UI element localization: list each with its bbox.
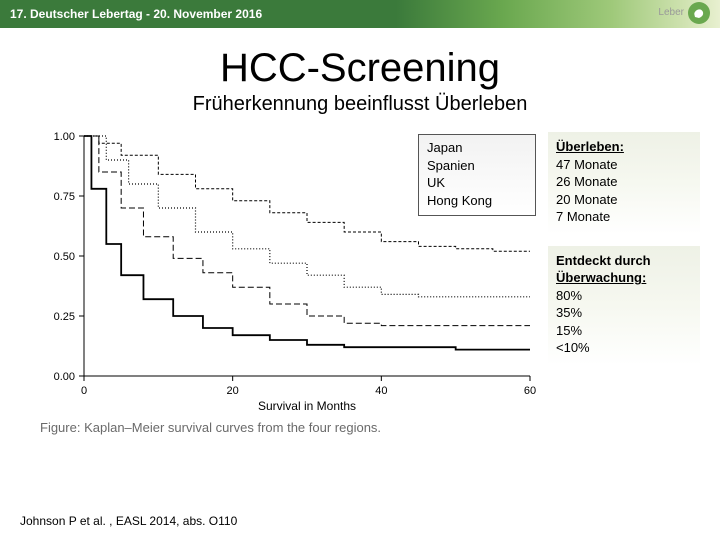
legend-box: Japan Spanien UK Hong Kong <box>418 134 536 216</box>
citation: Johnson P et al. , EASL 2014, abs. O110 <box>20 514 237 528</box>
side-panels: Überleben: 47 Monate 26 Monate 20 Monate… <box>548 126 700 435</box>
panel-value: 35% <box>556 304 692 322</box>
panel-value: <10% <box>556 339 692 357</box>
panel-value: 15% <box>556 322 692 340</box>
page-title: HCC-Screening <box>0 46 720 91</box>
panel-value: 80% <box>556 287 692 305</box>
panel-value: 20 Monate <box>556 191 692 209</box>
legend-item: Spanien <box>427 157 527 175</box>
content-row: 0.00 0.25 0.50 0.75 1.00 0 20 40 60 Survival in M… <box>0 126 720 435</box>
panel-detected: Entdeckt durch Überwachung: 80% 35% 15% … <box>548 246 700 365</box>
header-bar: 17. Deutscher Lebertag - 20. November 20… <box>0 0 720 28</box>
title-block: HCC-Screening Früherkennung beeinflusst … <box>0 46 720 116</box>
panel-heading: Überleben: <box>556 138 692 156</box>
legend-item: Japan <box>427 139 527 157</box>
svg-text:40: 40 <box>375 385 387 397</box>
page-subtitle: Früherkennung beeinflusst Überleben <box>0 93 720 116</box>
svg-text:0.00: 0.00 <box>54 371 75 383</box>
chart-caption: Figure: Kaplan–Meier survival curves fro… <box>30 420 540 435</box>
svg-text:0.75: 0.75 <box>54 191 75 203</box>
panel-survival: Überleben: 47 Monate 26 Monate 20 Monate… <box>548 132 700 234</box>
logo-circle-icon <box>688 2 710 24</box>
panel-value: 7 Monate <box>556 208 692 226</box>
svg-text:60: 60 <box>524 385 536 397</box>
panel-heading-line1: Entdeckt durch <box>556 252 692 270</box>
svg-text:0.25: 0.25 <box>54 311 75 323</box>
header-text: 17. Deutscher Lebertag - 20. November 20… <box>10 7 262 21</box>
svg-text:0: 0 <box>81 385 87 397</box>
legend-item: UK <box>427 174 527 192</box>
svg-text:20: 20 <box>227 385 239 397</box>
panel-value: 47 Monate <box>556 156 692 174</box>
legend-item: Hong Kong <box>427 192 527 210</box>
logo-text: Leber <box>658 8 684 18</box>
chart-area: 0.00 0.25 0.50 0.75 1.00 0 20 40 60 Survival in M… <box>30 126 540 435</box>
logo: Leber <box>658 2 710 24</box>
svg-text:Survival in Months: Survival in Months <box>258 399 356 413</box>
svg-text:1.00: 1.00 <box>54 131 75 143</box>
panel-value: 26 Monate <box>556 173 692 191</box>
svg-text:0.50: 0.50 <box>54 251 75 263</box>
panel-heading-line2: Überwachung: <box>556 269 692 287</box>
